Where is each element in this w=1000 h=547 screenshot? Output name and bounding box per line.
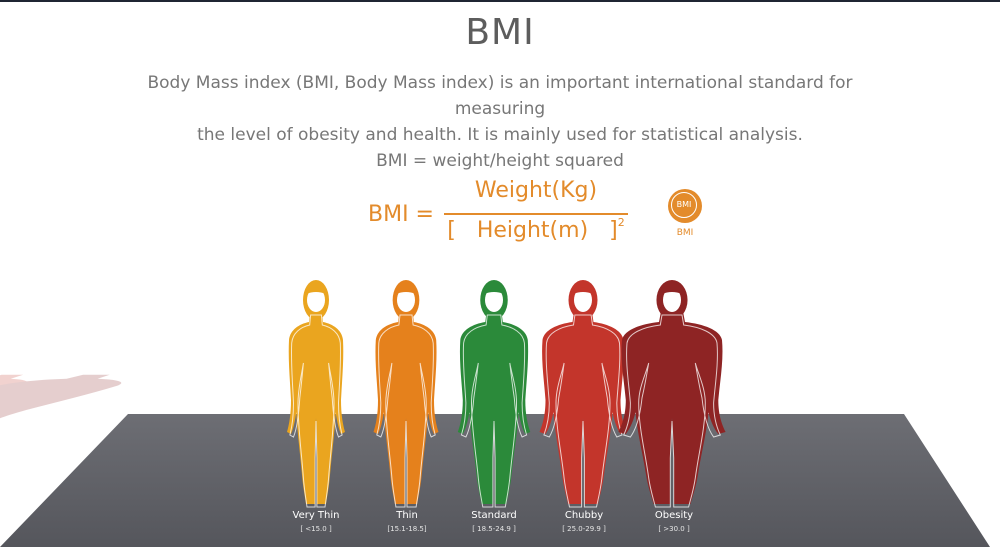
figure-face xyxy=(307,288,325,312)
category-range: [ <15.0 ] xyxy=(300,525,332,533)
formula-fraction-bar xyxy=(444,213,628,215)
figure-outline xyxy=(376,314,436,508)
figure-face xyxy=(397,288,415,312)
category-range: [ 25.0-29.9 ] xyxy=(562,525,606,533)
category-range: [ 18.5-24.9 ] xyxy=(472,525,516,533)
figure-face xyxy=(574,288,592,312)
formula-denominator: [ Height(m) ]2 xyxy=(444,216,628,243)
figure-very-thin xyxy=(287,280,345,508)
figure-face xyxy=(485,288,503,312)
figure-bangs xyxy=(662,287,682,294)
bmi-badge-text: BMI xyxy=(671,192,697,218)
bmi-formula: BMI = Weight(Kg) [ Height(m) ]2 xyxy=(0,170,1000,250)
figure-shadows xyxy=(0,374,122,452)
figure-bangs xyxy=(573,287,593,294)
figure-outline xyxy=(543,314,623,508)
formula-lhs: BMI = xyxy=(368,202,434,227)
category-very-thin: Very Thin [ <15.0 ] xyxy=(266,509,366,535)
figure-obesity xyxy=(618,280,726,508)
page-title: BMI xyxy=(465,12,535,53)
category-name: Thin xyxy=(396,510,418,521)
figure-outline xyxy=(460,314,528,508)
category-range: [ >30.0 ] xyxy=(658,525,690,533)
bmi-badge-label: BMI xyxy=(676,228,694,238)
formula-numerator: Weight(Kg) xyxy=(474,178,598,203)
figure-outline xyxy=(289,314,343,508)
category-name: Chubby xyxy=(564,510,604,521)
figures xyxy=(287,280,726,508)
top-border xyxy=(0,0,1000,2)
category-name: Standard xyxy=(471,510,517,521)
figure-standard xyxy=(457,280,531,508)
description-line-3: BMI = weight/height squared xyxy=(376,151,624,171)
description-line-1: Body Mass index (BMI, Body Mass index) i… xyxy=(147,73,853,119)
figure-shadow xyxy=(0,374,122,452)
category-range: [15.1-18.5] xyxy=(387,525,427,533)
figure-outline xyxy=(622,314,722,508)
figure-face xyxy=(663,288,681,312)
figure-bangs xyxy=(484,287,504,294)
figure-bangs xyxy=(396,287,416,294)
figure-chubby xyxy=(539,280,627,508)
figure-bangs xyxy=(306,287,326,294)
category-name: Very Thin xyxy=(292,510,340,521)
description: Body Mass index (BMI, Body Mass index) i… xyxy=(100,70,900,174)
bmi-badge-icon: BMI xyxy=(668,189,702,223)
formula-exponent: 2 xyxy=(617,216,625,229)
category-thin: Thin [15.1-18.5] xyxy=(357,509,457,535)
category-standard: Standard [ 18.5-24.9 ] xyxy=(444,509,544,535)
category-chubby: Chubby [ 25.0-29.9 ] xyxy=(534,509,634,535)
description-line-2: the level of obesity and health. It is m… xyxy=(197,125,803,145)
category-obesity: Obesity [ >30.0 ] xyxy=(624,509,724,535)
formula-denominator-text: [ Height(m) ] xyxy=(447,218,618,243)
category-name: Obesity xyxy=(654,510,694,521)
figure-thin xyxy=(373,280,439,508)
